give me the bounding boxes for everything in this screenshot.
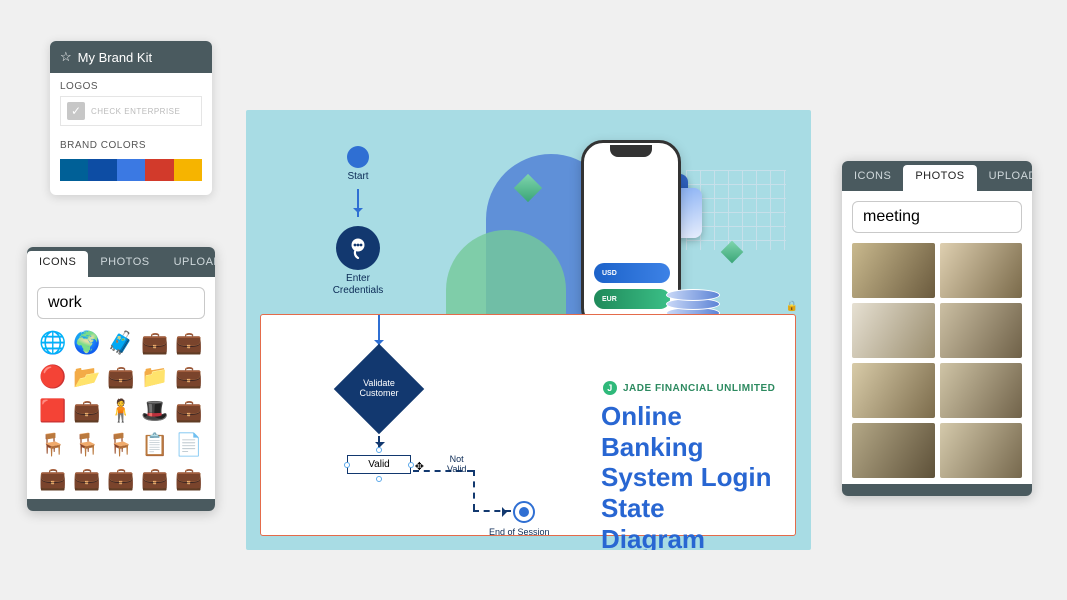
icon-asset[interactable]: 💼 [73, 397, 101, 425]
icons-search [37, 287, 205, 319]
photo-asset[interactable] [852, 363, 935, 418]
photo-asset[interactable] [940, 423, 1023, 478]
credentials-icon [346, 237, 370, 259]
icons-panel: ICONS PHOTOS UPLOADS 🌐🌍🧳💼💼🔴📂💼📁💼🟥💼🧍🎩💼🪑🪑🪑📋… [27, 247, 215, 511]
content-card[interactable]: 🔒 J JADE FINANCIAL UNLIMITED Online Bank… [260, 314, 796, 536]
brand-color-swatch[interactable] [117, 159, 145, 181]
flow-valid-node[interactable]: Valid ✥ [347, 455, 411, 474]
tab-photos[interactable]: PHOTOS [88, 247, 161, 277]
brand-line: J JADE FINANCIAL UNLIMITED [603, 381, 775, 395]
brand-color-swatch[interactable] [145, 159, 173, 181]
flow-connector [473, 470, 475, 510]
brand-color-swatch[interactable] [174, 159, 202, 181]
icon-asset[interactable]: 💼 [141, 329, 169, 357]
flow-start-node[interactable] [347, 146, 369, 168]
brand-name: JADE FINANCIAL UNLIMITED [623, 383, 775, 394]
icon-asset[interactable]: 💼 [175, 329, 203, 357]
icon-asset[interactable]: 💼 [175, 363, 203, 391]
diagram-title: Online Banking System Login State Diagra… [601, 401, 775, 550]
flow-validate-label: Validate Customer [349, 379, 409, 399]
flow-validate-node[interactable]: Validate Customer [334, 344, 425, 435]
lock-icon: 🔒 [785, 299, 799, 313]
tab-uploads[interactable]: UPLOADS [977, 161, 1032, 191]
brand-color-swatch[interactable] [60, 159, 88, 181]
photos-panel-tabs: ICONS PHOTOS UPLOADS [842, 161, 1032, 191]
icon-asset[interactable]: 🧳 [107, 329, 135, 357]
flow-start-group: Start [326, 146, 390, 217]
brandkit-logos-label: LOGOS [50, 73, 212, 96]
icon-asset[interactable]: 💼 [141, 465, 169, 493]
photo-asset[interactable] [852, 423, 935, 478]
tab-icons[interactable]: ICONS [27, 251, 88, 277]
photos-search [852, 201, 1022, 233]
photo-asset[interactable] [940, 363, 1023, 418]
flow-enter-group: Enter Credentials [316, 222, 400, 296]
flow-arrow [357, 189, 359, 217]
icon-asset[interactable]: 📁 [141, 363, 169, 391]
brandkit-colors-label: BRAND COLORS [50, 132, 212, 155]
icon-asset[interactable]: 🧍 [107, 397, 135, 425]
brand-logo-icon: J [603, 381, 617, 395]
flow-enter-label: Enter Credentials [316, 273, 400, 296]
brand-color-swatch[interactable] [88, 159, 116, 181]
photos-grid [842, 243, 1032, 484]
tab-uploads[interactable]: UPLOADS [162, 247, 215, 277]
photo-asset[interactable] [940, 243, 1023, 298]
brandkit-panel: ☆ My Brand Kit LOGOS ✓ CHECK ENTERPRISE … [50, 41, 212, 195]
icon-asset[interactable]: 🪑 [39, 431, 67, 459]
photo-asset[interactable] [852, 303, 935, 358]
icons-grid: 🌐🌍🧳💼💼🔴📂💼📁💼🟥💼🧍🎩💼🪑🪑🪑📋📄💼💼💼💼💼 [27, 329, 215, 499]
icon-asset[interactable]: 🌐 [39, 329, 67, 357]
flow-notvalid-label: Not Valid [447, 455, 466, 475]
brandkit-header: ☆ My Brand Kit [50, 41, 212, 73]
photo-asset[interactable] [852, 243, 935, 298]
icon-asset[interactable]: 💼 [175, 397, 203, 425]
flow-enter-node[interactable] [336, 226, 380, 270]
photos-panel: ICONS PHOTOS UPLOADS [842, 161, 1032, 496]
panel-footer [27, 499, 215, 511]
icon-asset[interactable]: 🪑 [107, 431, 135, 459]
icon-asset[interactable]: 💼 [39, 465, 67, 493]
phone-pill-eur: EUR [594, 289, 670, 309]
photos-search-input[interactable] [853, 202, 1032, 232]
icon-asset[interactable]: 🪑 [73, 431, 101, 459]
brandkit-title: My Brand Kit [78, 50, 152, 65]
icon-asset[interactable]: 📋 [141, 431, 169, 459]
panel-footer [842, 484, 1032, 496]
icon-asset[interactable]: 💼 [107, 465, 135, 493]
photo-asset[interactable] [940, 303, 1023, 358]
icon-asset[interactable]: 💼 [73, 465, 101, 493]
canvas[interactable]: USD EUR Start Enter Credentials 🔒 J JAD [246, 110, 811, 550]
icon-asset[interactable]: 🔴 [39, 363, 67, 391]
tab-icons[interactable]: ICONS [842, 161, 903, 191]
brandkit-color-row [60, 159, 202, 181]
icons-search-input[interactable] [38, 288, 215, 318]
flow-lower: Validate Customer Valid ✥ [319, 295, 439, 474]
icons-panel-tabs: ICONS PHOTOS UPLOADS [27, 247, 215, 277]
icon-asset[interactable]: 📂 [73, 363, 101, 391]
phone-pill-usd: USD [594, 263, 670, 283]
flow-end-label: End of Session [489, 527, 550, 537]
flow-connector [473, 510, 511, 512]
icon-asset[interactable]: 🌍 [73, 329, 101, 357]
brandkit-logo-caption: CHECK ENTERPRISE [91, 107, 180, 116]
star-icon: ☆ [60, 49, 72, 65]
flow-valid-label: Valid [368, 459, 390, 470]
brandkit-logo-item[interactable]: ✓ CHECK ENTERPRISE [60, 96, 202, 126]
icon-asset[interactable]: 📄 [175, 431, 203, 459]
tab-photos[interactable]: PHOTOS [903, 165, 976, 191]
flow-end-node[interactable] [513, 501, 535, 523]
icon-asset[interactable]: 🟥 [39, 397, 67, 425]
icon-asset[interactable]: 💼 [107, 363, 135, 391]
icon-asset[interactable]: 🎩 [141, 397, 169, 425]
check-icon: ✓ [67, 102, 85, 120]
flow-start-label: Start [326, 171, 390, 183]
icon-asset[interactable]: 💼 [175, 465, 203, 493]
